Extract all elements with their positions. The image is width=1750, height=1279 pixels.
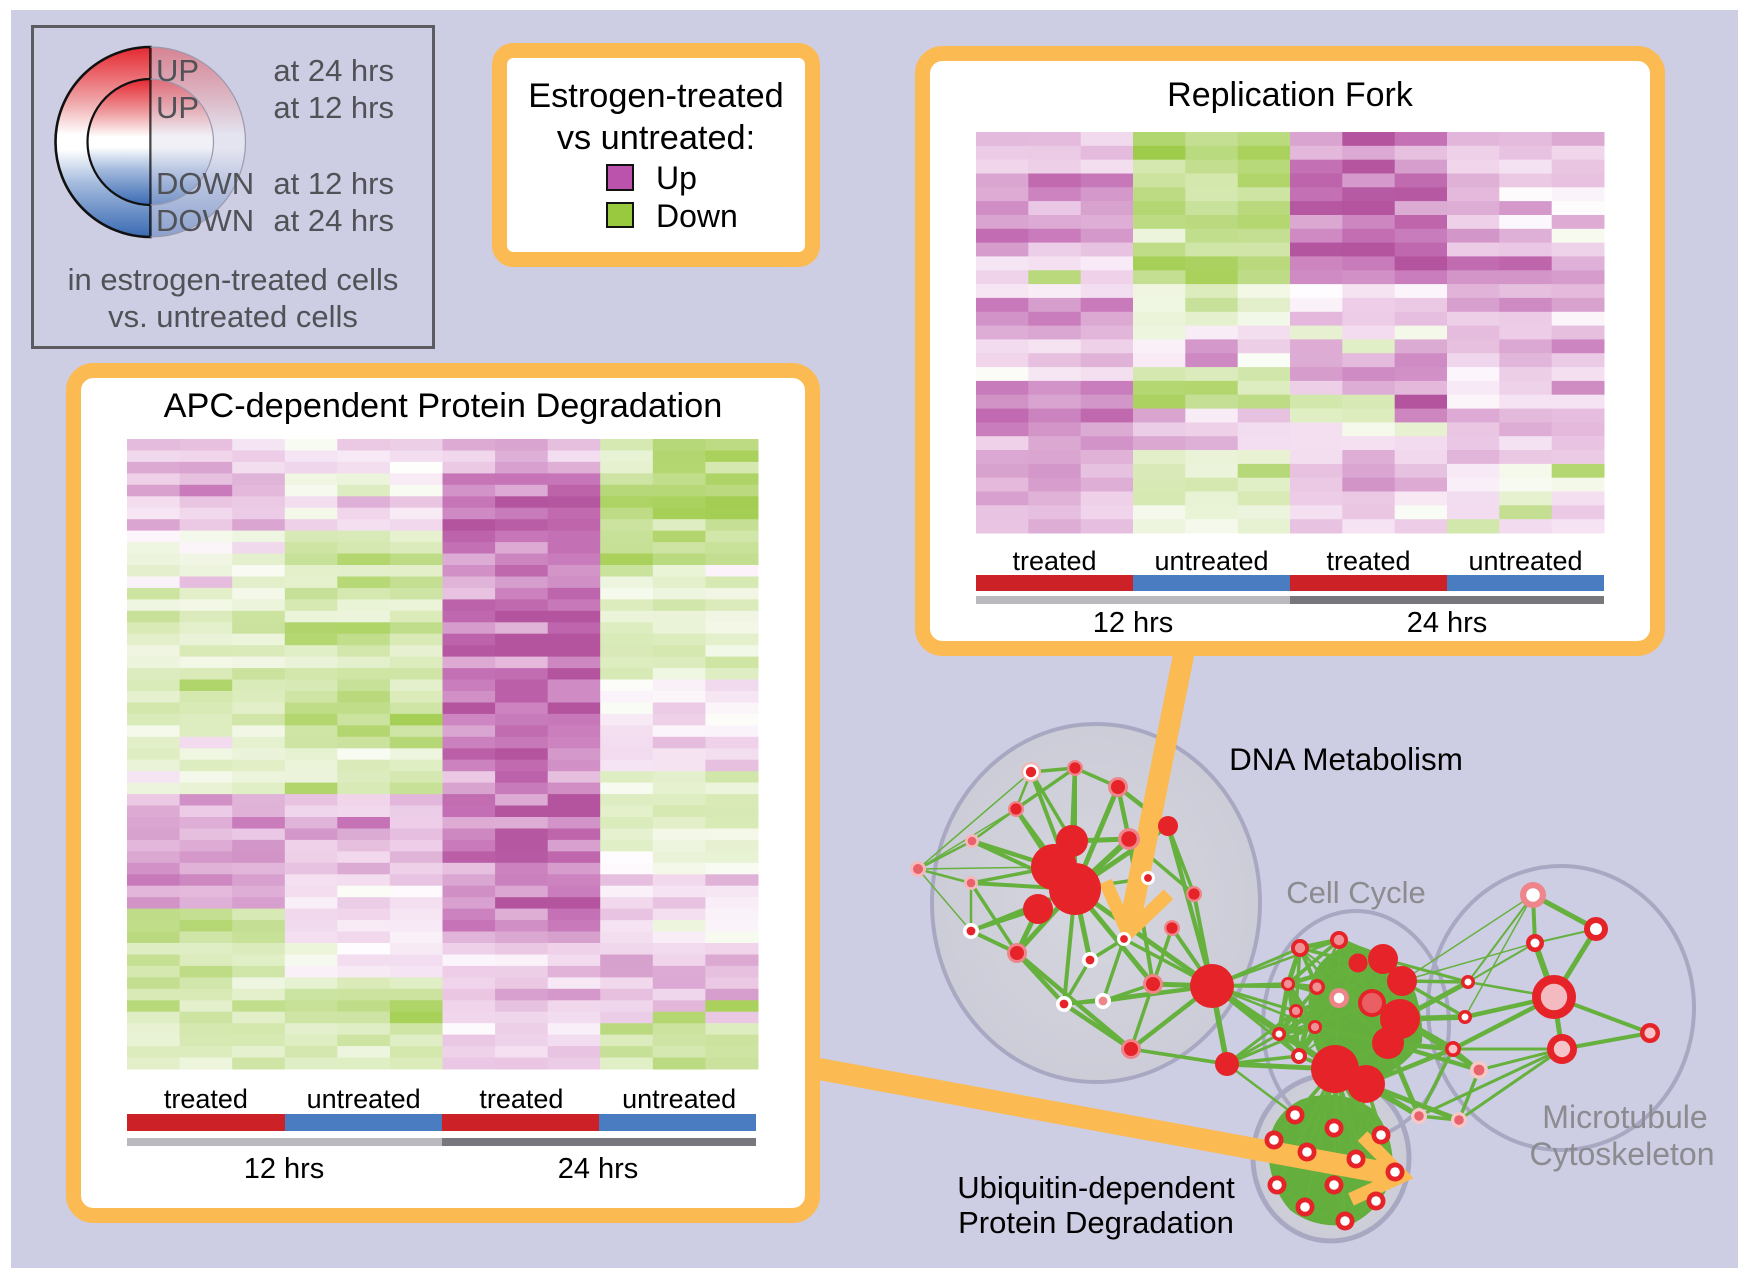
- svg-text:treated: treated: [164, 1084, 248, 1114]
- svg-text:UP: UP: [156, 90, 199, 125]
- svg-text:Estrogen-treated: Estrogen-treated: [528, 77, 783, 115]
- svg-text:treated: treated: [1326, 546, 1410, 576]
- svg-text:24 hrs: 24 hrs: [1407, 607, 1488, 639]
- svg-text:at 24 hrs: at 24 hrs: [273, 53, 394, 88]
- svg-text:UP: UP: [156, 53, 199, 88]
- svg-text:treated: treated: [1012, 546, 1096, 576]
- svg-text:Ubiquitin-dependent: Ubiquitin-dependent: [957, 1170, 1235, 1205]
- svg-text:in estrogen-treated cells: in estrogen-treated cells: [68, 262, 399, 297]
- svg-text:DNA Metabolism: DNA Metabolism: [1229, 742, 1463, 777]
- svg-text:12 hrs: 12 hrs: [1093, 607, 1174, 639]
- svg-text:Protein Degradation: Protein Degradation: [958, 1205, 1234, 1240]
- svg-text:vs untreated:: vs untreated:: [557, 119, 755, 157]
- svg-text:Cell Cycle: Cell Cycle: [1286, 875, 1426, 910]
- svg-text:24 hrs: 24 hrs: [558, 1153, 639, 1185]
- svg-text:APC-dependent Protein Degradat: APC-dependent Protein Degradation: [164, 387, 723, 425]
- svg-text:untreated: untreated: [307, 1084, 421, 1114]
- svg-text:untreated: untreated: [622, 1084, 736, 1114]
- svg-text:Down: Down: [656, 198, 738, 234]
- svg-text:Up: Up: [656, 160, 697, 196]
- svg-text:untreated: untreated: [1154, 546, 1268, 576]
- svg-text:treated: treated: [479, 1084, 563, 1114]
- svg-text:Microtubule: Microtubule: [1542, 1099, 1707, 1135]
- svg-text:Replication Fork: Replication Fork: [1167, 76, 1414, 114]
- svg-text:DOWN: DOWN: [156, 166, 254, 201]
- svg-text:DOWN: DOWN: [156, 203, 254, 238]
- svg-text:Cytoskeleton: Cytoskeleton: [1530, 1136, 1715, 1172]
- svg-text:12 hrs: 12 hrs: [244, 1153, 325, 1185]
- svg-text:at 12 hrs: at 12 hrs: [273, 90, 394, 125]
- svg-text:untreated: untreated: [1468, 546, 1582, 576]
- svg-text:at 12 hrs: at 12 hrs: [273, 166, 394, 201]
- svg-text:vs. untreated cells: vs. untreated cells: [108, 299, 358, 334]
- svg-text:at 24 hrs: at 24 hrs: [273, 203, 394, 238]
